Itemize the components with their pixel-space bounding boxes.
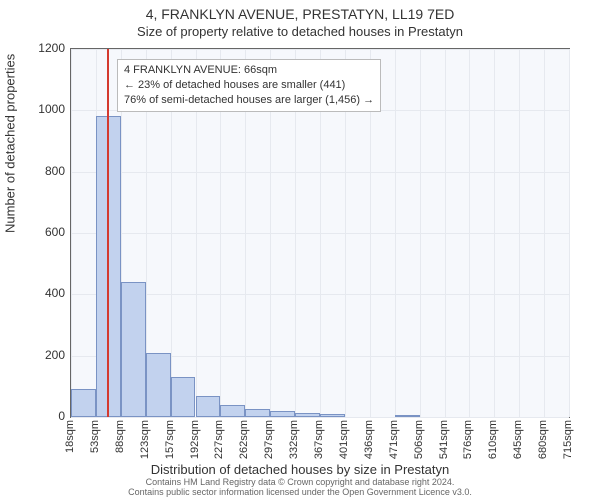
gridline-v xyxy=(519,49,520,417)
callout-line-3: 76% of semi-detached houses are larger (… xyxy=(124,93,374,108)
x-tick-label: 541sqm xyxy=(438,420,450,459)
x-tick-label: 715sqm xyxy=(562,420,574,459)
gridline-v xyxy=(395,49,396,417)
footer-line-2: Contains public sector information licen… xyxy=(0,488,600,498)
histogram-bar xyxy=(295,413,320,417)
histogram-bar xyxy=(270,411,295,417)
x-tick-label: 436sqm xyxy=(363,420,375,459)
x-tick-label: 88sqm xyxy=(114,420,126,453)
histogram-bar xyxy=(171,377,196,417)
x-axis-label: Distribution of detached houses by size … xyxy=(0,462,600,477)
y-axis-label: Number of detached properties xyxy=(3,54,18,233)
callout-line-1: 4 FRANKLYN AVENUE: 66sqm xyxy=(124,63,374,78)
y-tick-label: 1200 xyxy=(15,41,65,55)
footer: Contains HM Land Registry data © Crown c… xyxy=(0,478,600,498)
marker-line xyxy=(107,49,109,417)
y-tick-label: 0 xyxy=(15,409,65,423)
gridline-v xyxy=(445,49,446,417)
gridline-v xyxy=(569,49,570,417)
histogram-bar xyxy=(395,415,420,417)
callout-line-2: ← 23% of detached houses are smaller (44… xyxy=(124,78,374,93)
x-tick-label: 297sqm xyxy=(263,420,275,459)
x-tick-label: 18sqm xyxy=(64,420,76,453)
title-sub: Size of property relative to detached ho… xyxy=(0,24,600,39)
x-tick-label: 645sqm xyxy=(512,420,524,459)
x-tick-label: 227sqm xyxy=(213,420,225,459)
gridline-v xyxy=(71,49,72,417)
x-tick-label: 367sqm xyxy=(313,420,325,459)
gridline-h xyxy=(71,417,569,418)
y-tick-label: 800 xyxy=(15,164,65,178)
x-tick-label: 53sqm xyxy=(89,420,101,453)
x-tick-label: 157sqm xyxy=(164,420,176,459)
gridline-v xyxy=(420,49,421,417)
title-main: 4, FRANKLYN AVENUE, PRESTATYN, LL19 7ED xyxy=(0,6,600,22)
x-tick-label: 123sqm xyxy=(139,420,151,459)
histogram-bar xyxy=(71,389,96,417)
y-tick-label: 600 xyxy=(15,225,65,239)
x-tick-label: 401sqm xyxy=(338,420,350,459)
histogram-bar xyxy=(121,282,146,417)
x-tick-label: 506sqm xyxy=(413,420,425,459)
chart-container: 4, FRANKLYN AVENUE, PRESTATYN, LL19 7ED … xyxy=(0,0,600,500)
x-tick-label: 471sqm xyxy=(388,420,400,459)
x-tick-label: 610sqm xyxy=(487,420,499,459)
x-tick-label: 576sqm xyxy=(462,420,474,459)
y-tick-label: 400 xyxy=(15,286,65,300)
x-tick-label: 192sqm xyxy=(189,420,201,459)
histogram-bar xyxy=(320,414,345,417)
y-tick-label: 200 xyxy=(15,348,65,362)
callout-box: 4 FRANKLYN AVENUE: 66sqm ← 23% of detach… xyxy=(117,59,381,112)
histogram-bar xyxy=(245,409,270,417)
plot-area: 4 FRANKLYN AVENUE: 66sqm ← 23% of detach… xyxy=(70,48,570,418)
gridline-v xyxy=(469,49,470,417)
gridline-v xyxy=(494,49,495,417)
y-tick-label: 1000 xyxy=(15,102,65,116)
x-tick-label: 332sqm xyxy=(288,420,300,459)
x-tick-label: 680sqm xyxy=(537,420,549,459)
histogram-bar xyxy=(196,396,221,417)
gridline-v xyxy=(544,49,545,417)
histogram-bar xyxy=(220,405,245,417)
histogram-bar xyxy=(146,353,171,417)
x-tick-label: 262sqm xyxy=(238,420,250,459)
